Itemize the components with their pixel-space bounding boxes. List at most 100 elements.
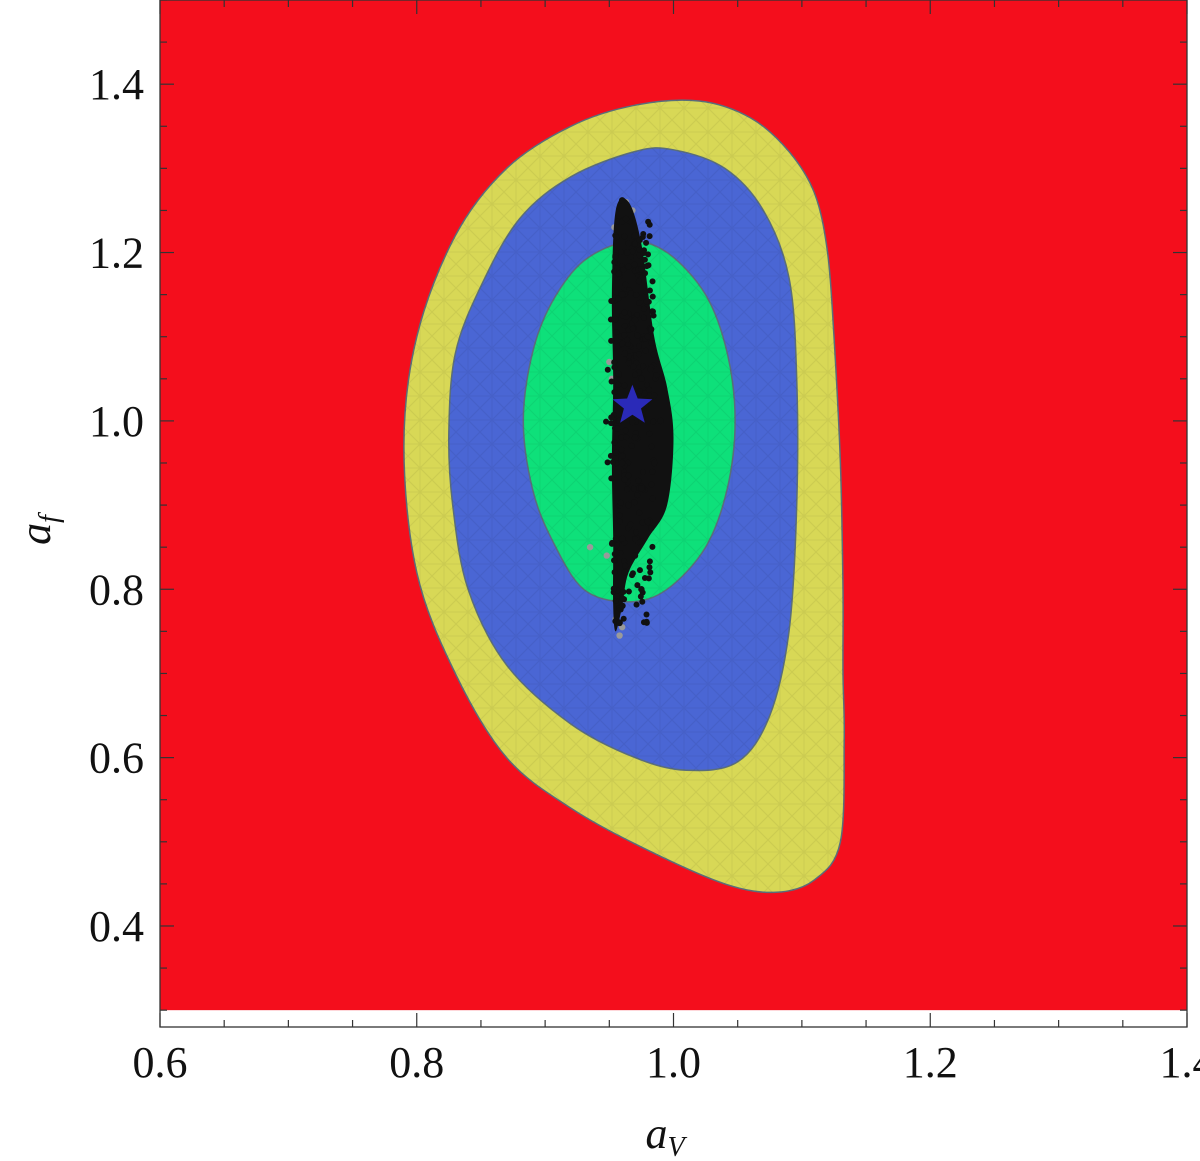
scatter-point: [639, 598, 646, 605]
scatter-point-gray: [606, 358, 613, 366]
scatter-point: [617, 499, 624, 506]
scatter-point: [643, 239, 650, 246]
scatter-point: [637, 593, 644, 600]
scatter-point-gray: [616, 632, 623, 639]
scatter-point: [653, 372, 660, 379]
scatter-point: [611, 359, 618, 366]
scatter-point: [647, 569, 654, 576]
scatter-point: [621, 382, 628, 389]
scatter-point: [622, 215, 630, 223]
scatter-point: [616, 518, 623, 525]
scatter-point: [633, 601, 640, 608]
y-tick-label: 0.4: [89, 902, 144, 951]
scatter-point: [630, 363, 637, 370]
scatter-point: [618, 248, 625, 255]
scatter-point: [620, 588, 627, 595]
scatter-point: [643, 611, 650, 618]
y-tick-label: 1.0: [89, 397, 144, 446]
scatter-point: [614, 218, 621, 225]
scatter-point: [618, 535, 626, 542]
scatter-point: [634, 332, 641, 339]
x-tick-label: 1.0: [646, 1038, 701, 1087]
scatter-point: [620, 266, 627, 273]
scatter-point: [631, 261, 638, 268]
scatter-point: [641, 305, 648, 312]
scatter-point: [619, 340, 626, 347]
scatter-point: [641, 390, 648, 397]
scatter-point: [648, 525, 655, 532]
scatter-point: [608, 378, 615, 385]
scatter-point: [612, 597, 619, 604]
scatter-point: [611, 569, 618, 576]
scatter-point: [649, 293, 656, 300]
x-tick-label: 0.8: [389, 1038, 444, 1087]
scatter-point: [621, 233, 628, 240]
scatter-point: [634, 582, 641, 589]
scatter-point: [615, 295, 622, 302]
scatter-point: [621, 322, 628, 329]
scatter-point: [634, 492, 641, 499]
scatter-point: [618, 434, 625, 441]
scatter-point: [627, 253, 634, 260]
scatter-point: [611, 557, 618, 564]
scatter-point: [631, 316, 639, 324]
scatter-point: [631, 499, 638, 506]
scatter-point: [622, 427, 629, 434]
scatter-point: [612, 535, 619, 542]
scatter-point: [613, 542, 620, 549]
scatter-point: [631, 552, 639, 559]
scatter-point: [636, 567, 643, 574]
scatter-point: [627, 521, 634, 528]
y-tick-label: 0.8: [89, 565, 144, 614]
scatter-point: [611, 259, 618, 266]
scatter-point: [629, 419, 636, 426]
scatter-point: [628, 572, 635, 579]
scatter-point: [607, 452, 614, 459]
scatter-point: [613, 449, 620, 456]
scatter-point: [631, 434, 639, 441]
scatter-point: [633, 312, 640, 319]
scatter-point: [640, 314, 647, 321]
scatter-point: [646, 430, 653, 437]
scatter-point: [603, 418, 610, 425]
scatter-point: [612, 316, 619, 323]
scatter-point: [646, 221, 653, 228]
scatter-point: [645, 575, 652, 582]
scatter-point: [633, 291, 640, 298]
scatter-point: [645, 386, 652, 393]
y-tick-label: 0.6: [89, 734, 144, 783]
scatter-point-gray: [586, 543, 594, 551]
best-fit-layer: [612, 384, 653, 423]
scatter-point: [625, 588, 632, 595]
scatter-point: [647, 366, 654, 373]
scatter-point: [644, 518, 652, 526]
scatter-point: [649, 278, 656, 285]
scatter-point: [650, 312, 657, 319]
scatter-point: [657, 417, 664, 425]
scatter-point: [649, 495, 656, 502]
scatter-point: [629, 325, 636, 332]
scatter-point: [649, 543, 656, 550]
scatter-point: [625, 501, 632, 509]
scatter-point: [616, 619, 623, 627]
scatter-point: [648, 326, 655, 333]
scatter-point: [636, 388, 643, 395]
scatter-point: [608, 297, 615, 304]
scatter-point: [622, 281, 629, 288]
scatter-point: [643, 298, 650, 305]
scatter-point: [643, 263, 650, 270]
scatter-point: [618, 197, 626, 204]
scatter-point: [642, 347, 649, 354]
y-tick-labels: 0.4 0.6 0.8 1.0 1.2 1.4: [89, 60, 144, 951]
y-tick-label: 1.4: [89, 60, 144, 109]
x-tick-label: 0.6: [133, 1038, 188, 1087]
scatter-point: [628, 442, 635, 449]
scatter-point: [628, 290, 635, 297]
scatter-point: [613, 234, 620, 241]
scatter-point: [629, 248, 636, 255]
x-tick-label: 1.2: [903, 1038, 958, 1087]
scatter-point: [646, 233, 653, 240]
scatter-point: [622, 562, 629, 569]
scatter-point: [635, 477, 642, 484]
